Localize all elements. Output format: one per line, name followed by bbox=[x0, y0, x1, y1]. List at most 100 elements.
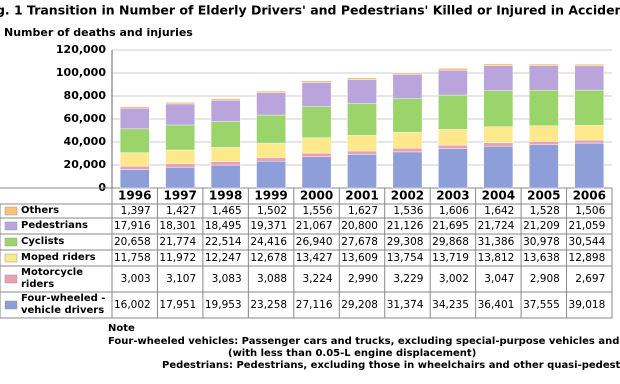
legend-label: Motorcycle riders bbox=[21, 267, 83, 290]
data-label: 31,374 bbox=[387, 299, 424, 311]
data-label: 1,606 bbox=[439, 205, 469, 217]
data-label: 1,627 bbox=[348, 205, 378, 217]
note-text: Note bbox=[108, 323, 135, 334]
data-label: 19,953 bbox=[205, 299, 242, 311]
bar bbox=[165, 167, 195, 189]
bar bbox=[165, 103, 195, 126]
bar bbox=[210, 100, 241, 122]
data-label: 30,978 bbox=[523, 236, 560, 248]
note-text: (with less than 0.05-L engine displaceme… bbox=[228, 348, 477, 359]
legend-swatch bbox=[4, 274, 18, 284]
bar bbox=[483, 142, 514, 147]
data-label: 29,308 bbox=[387, 236, 424, 248]
bar bbox=[301, 82, 332, 107]
bar bbox=[483, 90, 514, 127]
bar bbox=[574, 124, 605, 141]
data-label: 3,002 bbox=[439, 273, 469, 285]
note-text: Pedestrians: Pedestrians, excluding thos… bbox=[162, 360, 620, 371]
data-label: 20,800 bbox=[341, 220, 378, 232]
data-label: 1,397 bbox=[121, 205, 151, 217]
data-label: 34,235 bbox=[432, 299, 469, 311]
data-label: 29,208 bbox=[341, 299, 378, 311]
data-label: 21,126 bbox=[387, 220, 424, 232]
bar bbox=[438, 94, 468, 130]
legend-swatch bbox=[4, 253, 18, 263]
data-label: 22,514 bbox=[205, 236, 242, 248]
x-tick-label: 1996 bbox=[118, 189, 151, 203]
data-label: 21,067 bbox=[296, 220, 333, 232]
y-tick-label: 120,000 bbox=[56, 43, 106, 56]
bar bbox=[165, 102, 195, 105]
data-label: 13,754 bbox=[387, 252, 424, 264]
bar bbox=[165, 124, 195, 151]
data-label: 12,898 bbox=[569, 252, 606, 264]
bar bbox=[256, 114, 286, 144]
bar bbox=[392, 98, 423, 133]
bar bbox=[347, 77, 377, 80]
bar bbox=[529, 141, 559, 146]
data-label: 18,301 bbox=[159, 220, 196, 232]
data-label: 23,258 bbox=[250, 299, 287, 311]
y-tick-label: 40,000 bbox=[64, 135, 107, 148]
data-label: 1,642 bbox=[484, 205, 514, 217]
bar bbox=[438, 69, 468, 96]
bar bbox=[119, 106, 150, 109]
x-tick-label: 1999 bbox=[254, 189, 287, 203]
legend-swatch bbox=[4, 300, 18, 310]
y-axis-label: Number of deaths and injuries bbox=[4, 26, 193, 39]
bar bbox=[119, 165, 150, 170]
data-label: 24,416 bbox=[250, 236, 287, 248]
bar bbox=[119, 108, 150, 130]
bar bbox=[483, 145, 514, 189]
bar bbox=[301, 152, 332, 158]
bar bbox=[529, 89, 559, 126]
bar bbox=[574, 139, 605, 144]
data-label: 27,116 bbox=[296, 299, 333, 311]
data-label: 11,758 bbox=[114, 252, 151, 264]
data-label: 2,908 bbox=[530, 273, 560, 285]
x-tick-label: 2004 bbox=[482, 189, 515, 203]
x-tick-label: 1998 bbox=[209, 189, 242, 203]
data-label: 1,528 bbox=[530, 205, 560, 217]
data-label: 39,018 bbox=[569, 299, 606, 311]
data-label: 13,719 bbox=[432, 252, 469, 264]
bar bbox=[119, 152, 150, 167]
data-label: 1,465 bbox=[212, 205, 242, 217]
data-label: 21,059 bbox=[569, 220, 606, 232]
data-label: 3,224 bbox=[302, 273, 332, 285]
y-tick-label: 60,000 bbox=[64, 112, 107, 125]
bar bbox=[438, 144, 468, 149]
bar bbox=[392, 74, 423, 99]
data-label: 17,916 bbox=[114, 220, 151, 232]
legend-swatch bbox=[4, 221, 18, 231]
legend-label: Others bbox=[21, 205, 60, 216]
bar bbox=[301, 106, 332, 138]
data-label: 21,209 bbox=[523, 220, 560, 232]
data-label: 21,724 bbox=[478, 220, 515, 232]
bar bbox=[347, 103, 377, 136]
legend-label: Moped riders bbox=[21, 252, 96, 263]
data-label: 30,544 bbox=[569, 236, 606, 248]
bar bbox=[210, 121, 241, 148]
legend-label: Pedestrians bbox=[21, 220, 88, 231]
data-label: 1,536 bbox=[393, 205, 423, 217]
data-label: 18,495 bbox=[205, 220, 242, 232]
bar bbox=[347, 135, 377, 152]
bar bbox=[347, 154, 377, 189]
data-label: 13,609 bbox=[341, 252, 378, 264]
bar bbox=[483, 65, 514, 91]
data-label: 20,658 bbox=[114, 236, 151, 248]
data-label: 13,638 bbox=[523, 252, 560, 264]
bar bbox=[574, 142, 605, 189]
data-label: 37,555 bbox=[523, 299, 560, 311]
bar bbox=[392, 148, 423, 153]
data-label: 16,002 bbox=[114, 299, 151, 311]
bar bbox=[256, 142, 286, 158]
bar bbox=[301, 156, 332, 189]
bar bbox=[529, 63, 559, 66]
data-label: 12,247 bbox=[205, 252, 242, 264]
bar bbox=[392, 132, 423, 149]
data-label: 3,088 bbox=[257, 273, 287, 285]
bar bbox=[119, 128, 150, 153]
data-label: 27,678 bbox=[341, 236, 378, 248]
